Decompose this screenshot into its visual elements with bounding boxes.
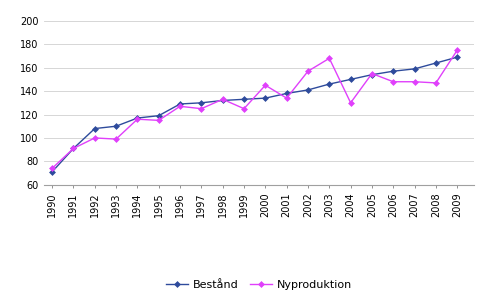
Line: Nyproduktion: Nyproduktion <box>50 48 459 170</box>
Bestånd <box>156 114 162 117</box>
Nyproduktion <box>49 167 55 170</box>
Bestånd <box>412 67 418 71</box>
Legend: Bestånd, Nyproduktion: Bestånd, Nyproduktion <box>162 276 356 294</box>
Nyproduktion <box>135 117 140 121</box>
Nyproduktion <box>326 57 332 60</box>
Nyproduktion <box>348 101 353 105</box>
Bestånd <box>369 73 375 77</box>
Bestånd <box>113 125 119 128</box>
Bestånd <box>220 99 226 102</box>
Bestånd <box>391 69 396 73</box>
Nyproduktion <box>262 83 268 87</box>
Bestånd <box>49 170 55 174</box>
Nyproduktion <box>284 96 289 100</box>
Bestånd <box>284 92 289 95</box>
Bestånd <box>305 88 311 92</box>
Nyproduktion <box>305 69 311 73</box>
Bestånd <box>433 61 439 65</box>
Nyproduktion <box>92 136 98 140</box>
Nyproduktion <box>369 72 375 75</box>
Nyproduktion <box>391 80 396 83</box>
Bestånd <box>454 55 460 59</box>
Bestånd <box>92 127 98 130</box>
Nyproduktion <box>220 97 226 101</box>
Nyproduktion <box>71 147 76 150</box>
Bestånd <box>177 102 183 106</box>
Bestånd <box>262 96 268 100</box>
Nyproduktion <box>156 119 162 122</box>
Nyproduktion <box>113 137 119 141</box>
Bestånd <box>241 97 247 101</box>
Nyproduktion <box>198 107 204 111</box>
Nyproduktion <box>241 107 247 111</box>
Bestånd <box>71 147 76 150</box>
Nyproduktion <box>433 81 439 85</box>
Nyproduktion <box>454 48 460 52</box>
Line: Bestånd: Bestånd <box>50 55 459 174</box>
Nyproduktion <box>412 80 418 83</box>
Bestånd <box>348 77 353 81</box>
Bestånd <box>198 101 204 105</box>
Nyproduktion <box>177 105 183 108</box>
Bestånd <box>135 116 140 120</box>
Bestånd <box>326 82 332 86</box>
